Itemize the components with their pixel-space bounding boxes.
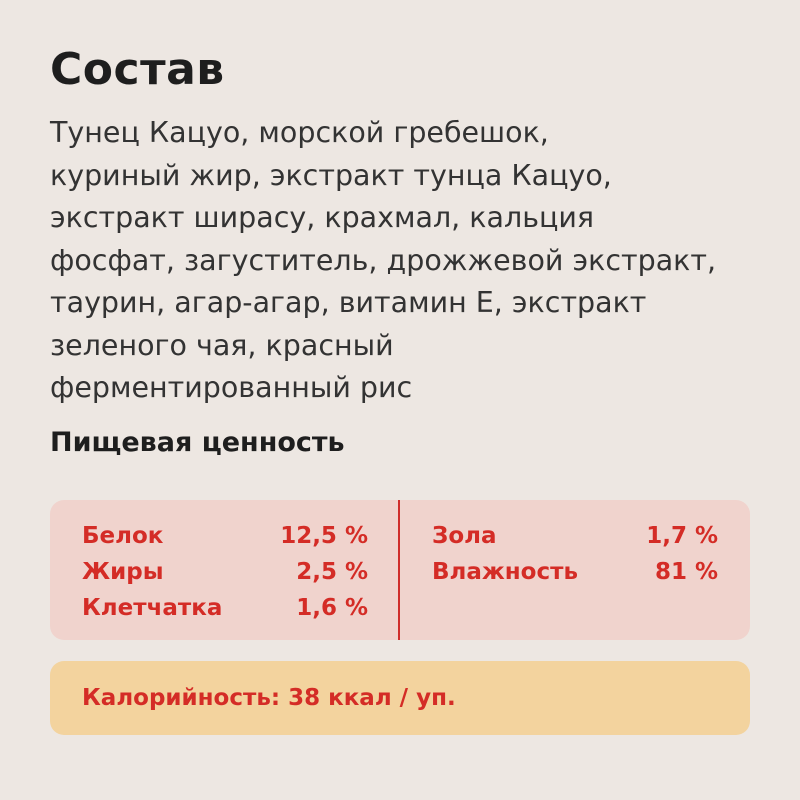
nutrition-label: Зола: [432, 523, 497, 549]
nutrition-label: Клетчатка: [82, 595, 223, 621]
ingredients-line: экстракт ширасу, крахмал, кальция: [50, 201, 595, 234]
nutrition-label: Белок: [82, 523, 164, 549]
nutrition-row-fiber: Клетчатка 1,6 %: [82, 590, 368, 626]
ingredients-line: Тунец Кацуо, морской гребешок,: [50, 116, 549, 149]
nutrition-column-right: Зола 1,7 % Влажность 81 %: [432, 518, 718, 590]
nutrition-value: 81 %: [654, 559, 718, 585]
ingredients-line: таурин, агар-агар, витамин Е, экстракт: [50, 286, 647, 319]
nutrition-row-protein: Белок 12,5 %: [82, 518, 368, 554]
nutrition-value: 12,5 %: [280, 523, 368, 549]
calorie-text: Калорийность: 38 ккал / уп.: [82, 685, 456, 711]
calorie-panel: Калорийность: 38 ккал / уп.: [50, 661, 750, 735]
nutrition-divider: [398, 500, 400, 640]
ingredients-line: ферментированный рис: [50, 371, 413, 404]
nutrition-title: Пищевая ценность: [50, 427, 345, 458]
ingredients-line: фосфат, загуститель, дрожжевой экстракт,: [50, 243, 717, 277]
nutrition-column-left: Белок 12,5 % Жиры 2,5 % Клетчатка 1,6 %: [82, 518, 368, 626]
nutrition-row-fat: Жиры 2,5 %: [82, 554, 368, 590]
ingredients-line: куриный жир, экстракт тунца Кацуо,: [50, 158, 612, 192]
nutrition-value: 1,7 %: [646, 523, 718, 549]
nutrition-row-moisture: Влажность 81 %: [432, 554, 718, 590]
nutrition-panel: Белок 12,5 % Жиры 2,5 % Клетчатка 1,6 % …: [50, 500, 750, 640]
nutrition-row-ash: Зола 1,7 %: [432, 518, 718, 554]
ingredients-line: зеленого чая, красный: [50, 328, 394, 362]
page-title: Состав: [50, 44, 225, 95]
nutrition-label: Жиры: [82, 559, 164, 585]
nutrition-value: 2,5 %: [296, 559, 368, 585]
nutrition-value: 1,6 %: [296, 595, 368, 621]
nutrition-label: Влажность: [432, 559, 578, 585]
ingredients-text: Тунец Кацуо, морской гребешок, куриный ж…: [50, 112, 770, 410]
